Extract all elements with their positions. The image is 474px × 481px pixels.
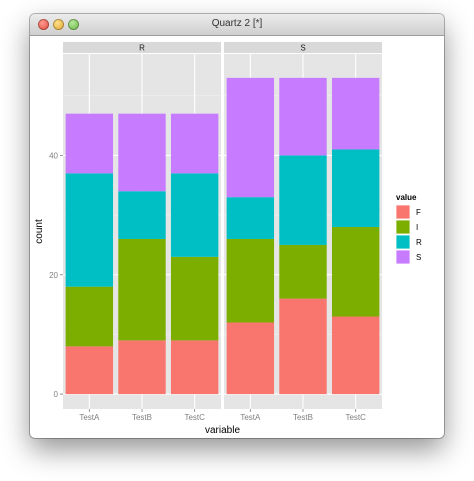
facet-strip-label: S <box>300 44 305 53</box>
bar-s-testc-i <box>331 227 380 317</box>
quartz-window: Quartz 2 [*] R TestA TestB TestC S TestA TestB… <box>30 14 444 438</box>
legend-key-s <box>395 249 411 265</box>
legend-label: R <box>416 238 422 247</box>
y-tick-label: 20 <box>49 271 58 280</box>
bar-s-testa-i <box>226 238 275 323</box>
bar-r-testa-i <box>65 286 114 347</box>
facet-strip-s <box>224 42 382 53</box>
bar-r-testc-i <box>170 256 219 341</box>
legend-label: F <box>416 208 421 217</box>
window-title: Quartz 2 [*] <box>211 18 263 29</box>
y-tick-label: 40 <box>49 151 58 160</box>
x-tick-label: TestC <box>184 413 205 422</box>
legend-label: I <box>416 223 418 232</box>
bar-r-testb-f <box>118 340 166 395</box>
bar-s-testc-f <box>331 316 380 395</box>
y-axis-title: count <box>34 219 45 244</box>
bar-s-testb-r <box>279 155 327 245</box>
minimize-button[interactable] <box>53 19 64 30</box>
stacked-bar-chart: R TestA TestB TestC S TestA TestB TestC 0 20 40 var… <box>34 42 422 436</box>
legend-key-r <box>395 234 411 250</box>
bar-s-testa-s <box>226 77 275 198</box>
x-tick-label: TestB <box>293 413 313 422</box>
legend-label: S <box>416 253 421 262</box>
bar-s-testa-r <box>226 197 275 239</box>
legend-key-i <box>395 219 411 235</box>
bar-r-testb-i <box>118 238 166 341</box>
bar-r-testb-s <box>118 113 166 192</box>
y-tick-label: 0 <box>54 390 59 399</box>
legend-title: value <box>396 193 417 202</box>
x-axis-title: variable <box>205 425 240 436</box>
bar-s-testb-i <box>279 244 327 299</box>
x-tick-label: TestA <box>79 413 100 422</box>
title-bar[interactable]: Quartz 2 [*] <box>30 14 444 36</box>
zoom-button[interactable] <box>68 19 79 30</box>
x-tick-label: TestC <box>345 413 366 422</box>
legend-key-f <box>395 204 411 220</box>
bar-s-testa-f <box>226 322 275 395</box>
x-tick-label: TestB <box>132 413 152 422</box>
bar-r-testa-r <box>65 173 114 287</box>
x-tick-label: TestA <box>240 413 261 422</box>
bar-r-testb-r <box>118 191 166 239</box>
bar-r-testa-f <box>65 346 114 395</box>
bar-s-testc-r <box>331 149 380 228</box>
bar-r-testc-s <box>170 113 219 174</box>
bar-r-testc-r <box>170 173 219 257</box>
bar-s-testc-s <box>331 77 380 150</box>
facet-strip-r <box>63 42 221 53</box>
bar-r-testc-f <box>170 340 219 395</box>
bar-s-testb-s <box>279 77 327 156</box>
close-button[interactable] <box>38 19 49 30</box>
bar-r-testa-s <box>65 113 114 174</box>
bar-s-testb-f <box>279 298 327 395</box>
facet-strip-label: R <box>139 44 145 53</box>
